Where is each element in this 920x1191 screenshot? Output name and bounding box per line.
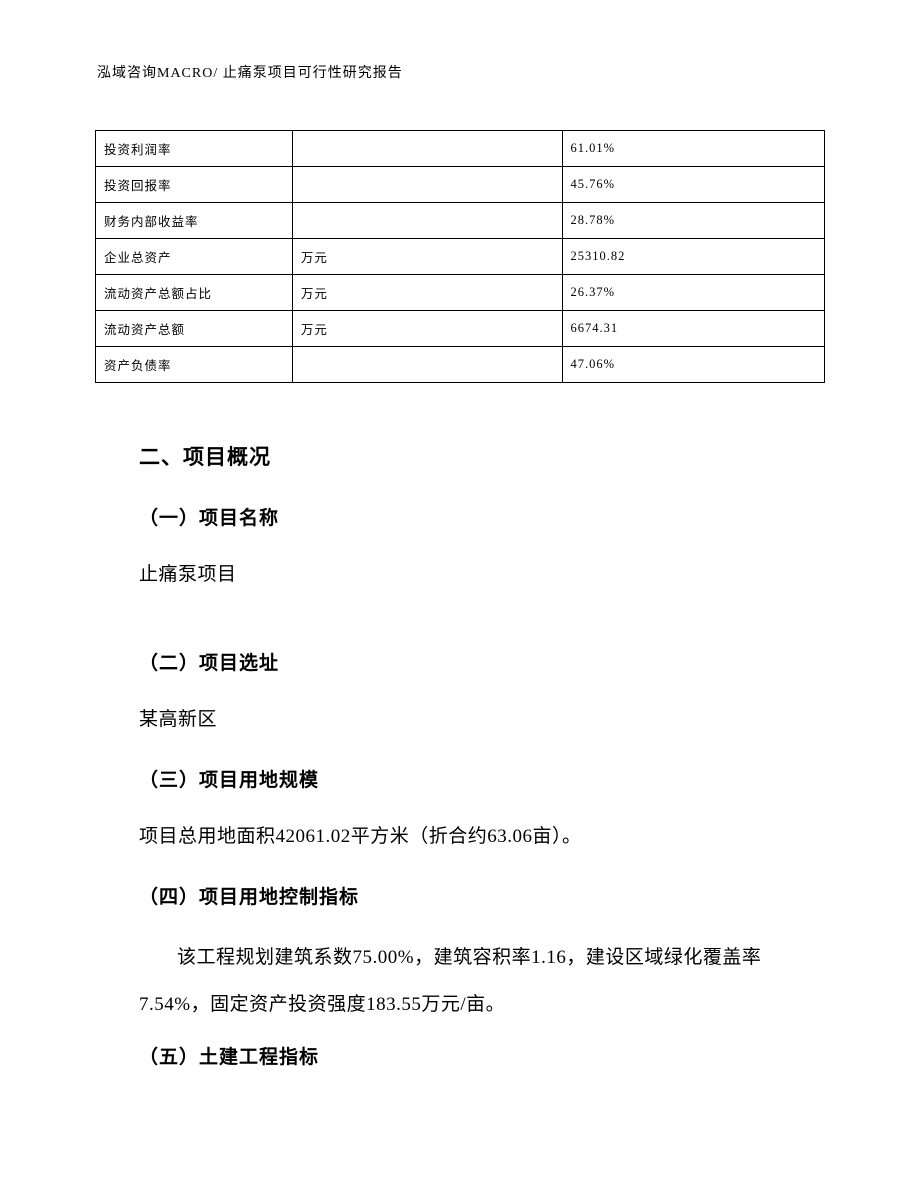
cell-label: 企业总资产 (96, 239, 293, 275)
table-row: 流动资产总额 万元 6674.31 (96, 311, 825, 347)
cell-unit: 万元 (292, 239, 562, 275)
body-paragraph: 止痛泵项目 (139, 556, 787, 594)
cell-unit (292, 131, 562, 167)
cell-label: 投资回报率 (96, 167, 293, 203)
cell-value: 6674.31 (562, 311, 824, 347)
body-paragraph: 项目总用地面积42061.02平方米（折合约63.06亩）。 (139, 818, 787, 856)
financial-table: 投资利润率 61.01% 投资回报率 45.76% 财务内部收益率 28.78%… (95, 130, 825, 383)
cell-label: 流动资产总额占比 (96, 275, 293, 311)
section-heading: 二、项目概况 (139, 441, 787, 471)
subsection-heading: （五）土建工程指标 (139, 1042, 787, 1069)
cell-unit: 万元 (292, 275, 562, 311)
cell-label: 资产负债率 (96, 347, 293, 383)
cell-unit: 万元 (292, 311, 562, 347)
cell-value: 28.78% (562, 203, 824, 239)
cell-value: 25310.82 (562, 239, 824, 275)
table-body: 投资利润率 61.01% 投资回报率 45.76% 财务内部收益率 28.78%… (96, 131, 825, 383)
body-paragraph: 某高新区 (139, 701, 787, 739)
page-header: 泓域咨询MACRO/ 止痛泵项目可行性研究报告 (95, 62, 825, 82)
cell-value: 47.06% (562, 347, 824, 383)
table-row: 投资利润率 61.01% (96, 131, 825, 167)
cell-label: 财务内部收益率 (96, 203, 293, 239)
subsection-heading: （三）项目用地规模 (139, 765, 787, 792)
body-paragraph: 该工程规划建筑系数75.00%，建筑容积率1.16，建设区域绿化覆盖率7.54%… (95, 935, 825, 1028)
table-row: 资产负债率 47.06% (96, 347, 825, 383)
cell-unit (292, 347, 562, 383)
table-row: 企业总资产 万元 25310.82 (96, 239, 825, 275)
cell-label: 投资利润率 (96, 131, 293, 167)
content-block: 二、项目概况 （一）项目名称 止痛泵项目 （二）项目选址 某高新区 （三）项目用… (95, 441, 825, 1069)
cell-unit (292, 203, 562, 239)
subsection-heading: （二）项目选址 (139, 648, 787, 675)
cell-value: 26.37% (562, 275, 824, 311)
cell-unit (292, 167, 562, 203)
table-row: 投资回报率 45.76% (96, 167, 825, 203)
cell-value: 61.01% (562, 131, 824, 167)
table-row: 财务内部收益率 28.78% (96, 203, 825, 239)
cell-label: 流动资产总额 (96, 311, 293, 347)
page-container: 泓域咨询MACRO/ 止痛泵项目可行性研究报告 投资利润率 61.01% 投资回… (0, 0, 920, 1069)
subsection-heading: （一）项目名称 (139, 503, 787, 530)
cell-value: 45.76% (562, 167, 824, 203)
subsection-heading: （四）项目用地控制指标 (139, 882, 787, 909)
table-row: 流动资产总额占比 万元 26.37% (96, 275, 825, 311)
